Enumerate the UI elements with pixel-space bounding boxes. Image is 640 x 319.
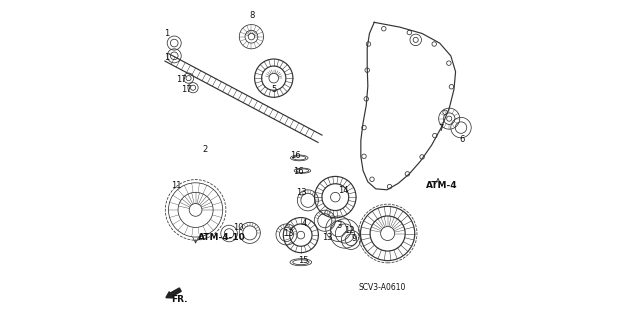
Text: 3: 3	[337, 221, 342, 230]
FancyArrow shape	[166, 288, 181, 298]
Text: 15: 15	[298, 256, 308, 265]
Text: ATM-4-10: ATM-4-10	[198, 233, 246, 242]
Text: 17: 17	[181, 85, 192, 94]
Text: 13: 13	[284, 229, 294, 238]
Text: 9: 9	[351, 234, 356, 243]
Text: 14: 14	[339, 186, 349, 195]
Text: ATM-4: ATM-4	[426, 181, 458, 190]
Text: 4: 4	[301, 219, 307, 228]
Text: FR.: FR.	[171, 295, 188, 304]
Text: 1: 1	[164, 29, 169, 38]
Text: 12: 12	[344, 226, 355, 235]
Text: 5: 5	[271, 85, 276, 94]
Text: 16: 16	[293, 167, 303, 176]
Text: 16: 16	[290, 151, 300, 160]
Text: 10: 10	[233, 223, 244, 232]
Text: 13: 13	[321, 233, 332, 242]
Text: 6: 6	[460, 135, 465, 144]
Text: 17: 17	[177, 75, 187, 84]
Text: 11: 11	[171, 181, 181, 189]
Text: 7: 7	[438, 124, 444, 133]
Text: 2: 2	[202, 145, 207, 154]
Text: SCV3-A0610: SCV3-A0610	[359, 283, 406, 292]
Text: 1: 1	[164, 53, 169, 62]
Text: 8: 8	[249, 11, 255, 20]
Text: 13: 13	[296, 189, 307, 197]
